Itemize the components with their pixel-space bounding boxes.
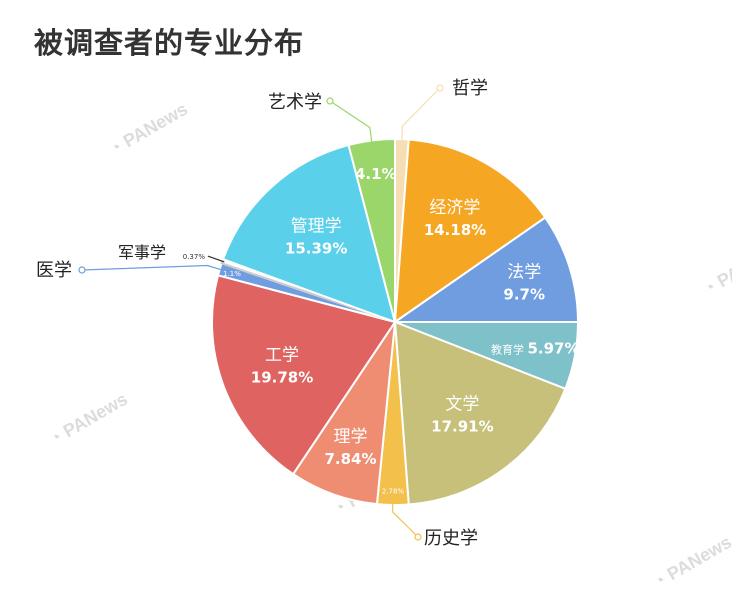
slice-name-label: 哲学	[452, 78, 488, 99]
pie-slice-5	[393, 320, 567, 506]
slice-name-label: 经济学	[429, 198, 480, 218]
slice-name-label: 文学	[445, 394, 479, 414]
leader-dot	[436, 84, 444, 92]
inside-labels: 经济学 14.18% 法学 9.7% 教育学 5.97% 文学 17.91% 2.78% 理学 7…	[223, 165, 579, 495]
pie-slice-11	[221, 143, 397, 324]
slice-name-label: 管理学	[291, 216, 342, 236]
leader-line	[207, 255, 225, 263]
slice-name-label: 教育学 5.97%	[491, 340, 580, 358]
slice-name-label: 历史学	[424, 528, 478, 549]
leader-line	[81, 264, 222, 271]
slice-name-label: 法学	[507, 262, 541, 282]
leader-dot	[326, 97, 334, 105]
chart-title: 被调查者的专业分布	[34, 26, 305, 60]
leader-line	[401, 87, 441, 142]
slice-value-label: 17.91%	[431, 417, 493, 435]
slice-value-label: 0.37%	[183, 253, 206, 261]
slice-value-label: 1.1%	[223, 270, 241, 278]
slice-value-label: 4.1%	[355, 165, 397, 183]
slice-value-label: 9.7%	[503, 285, 545, 303]
leader-line	[329, 100, 373, 143]
slice-value-label: 5.97%	[527, 340, 579, 358]
pie-slice-2	[393, 138, 547, 325]
leader-dot	[414, 533, 422, 541]
slice-value-label: 7.84%	[324, 450, 376, 468]
pie-slice-8	[211, 274, 397, 476]
slice-value-label: 19.78%	[251, 369, 313, 387]
slice-name-label: 医学	[36, 260, 72, 281]
leader-dot	[78, 266, 86, 274]
slice-value-label: 14.18%	[424, 221, 486, 239]
slice-value-label: 15.39%	[285, 239, 347, 257]
pie-slices	[211, 137, 580, 506]
slice-name-label: 工学	[265, 346, 299, 366]
slice-name-label: 理学	[334, 427, 368, 447]
slice-name-label: 军事学	[118, 243, 166, 262]
pie-slice-3	[391, 216, 580, 323]
leader-line	[392, 502, 419, 538]
slice-name-label: 艺术学	[268, 92, 322, 113]
slice-value-label: 2.78%	[382, 487, 405, 495]
